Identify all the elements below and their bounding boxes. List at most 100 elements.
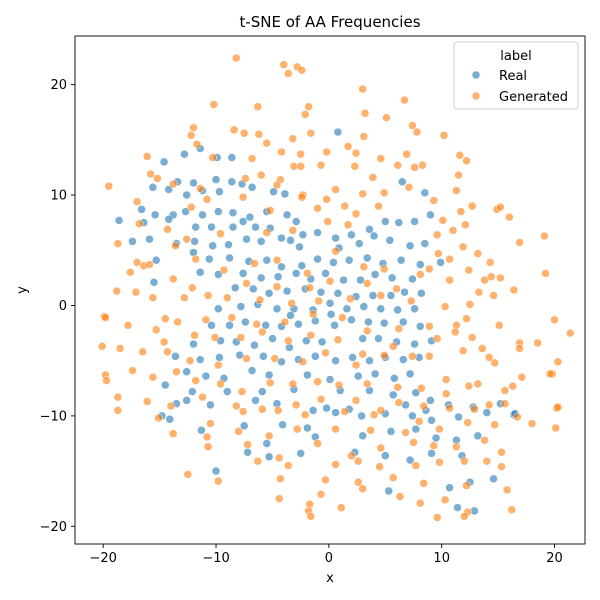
scatter-point-generated <box>411 461 421 470</box>
scatter-point-real <box>280 189 290 199</box>
scatter-point-generated <box>300 110 310 119</box>
scatter-point-generated <box>533 338 542 348</box>
scatter-point-real <box>364 317 373 327</box>
scatter-point-generated <box>256 170 266 180</box>
legend-label-real: Real <box>499 69 527 84</box>
scatter-point-generated <box>419 401 428 411</box>
scatter-point-generated <box>154 413 163 423</box>
scatter-point-generated <box>97 342 107 351</box>
scatter-point-real <box>322 403 331 413</box>
scatter-point-generated <box>333 335 343 344</box>
scatter-point-generated <box>258 327 267 337</box>
scatter-point-generated <box>497 462 506 471</box>
scatter-point-generated <box>252 319 261 329</box>
scatter-point-generated <box>388 342 398 351</box>
scatter-point-real <box>370 369 380 379</box>
scatter-point-real <box>400 287 409 297</box>
scatter-point-generated <box>392 284 401 294</box>
y-tick-label: 10 <box>50 189 67 204</box>
scatter-point-real <box>214 207 223 216</box>
scatter-point-generated <box>366 426 375 435</box>
scatter-point-generated <box>464 381 474 391</box>
scatter-point-real <box>417 289 426 298</box>
scatter-point-real <box>190 237 199 246</box>
scatter-point-real <box>198 210 207 220</box>
scatter-point-real <box>277 233 286 243</box>
scatter-point-generated <box>432 334 442 343</box>
scatter-point-generated <box>441 389 451 399</box>
scatter-point-generated <box>417 384 426 393</box>
scatter-point-generated <box>435 424 444 434</box>
scatter-point-generated <box>419 479 428 488</box>
scatter-point-generated <box>359 132 369 141</box>
scatter-point-generated <box>272 180 282 190</box>
scatter-point-generated <box>359 262 369 272</box>
scatter-point-generated <box>142 397 152 406</box>
scatter-point-generated <box>203 291 213 300</box>
scatter-point-generated <box>441 375 451 384</box>
scatter-point-generated <box>340 407 349 416</box>
scatter-point-real <box>262 439 272 448</box>
scatter-point-generated <box>379 350 389 360</box>
y-axis-label: y <box>15 286 30 294</box>
scatter-point-generated <box>496 202 505 212</box>
scatter-point-real <box>331 233 340 243</box>
scatter-point-generated <box>168 429 178 438</box>
scatter-point-generated <box>255 295 265 305</box>
scatter-point-real <box>420 239 430 248</box>
scatter-point-generated <box>551 423 560 433</box>
scatter-point-generated <box>473 379 483 389</box>
scatter-point-real <box>239 421 249 431</box>
scatter-point-real <box>264 370 274 380</box>
scatter-point-real <box>410 339 419 349</box>
scatter-point-real <box>411 388 421 397</box>
scatter-point-generated <box>462 156 471 166</box>
scatter-point-real <box>215 187 224 196</box>
scatter-point-generated <box>410 163 419 172</box>
scatter-point-real <box>243 448 252 457</box>
scatter-point-generated <box>358 84 367 94</box>
scatter-point-generated <box>470 405 479 414</box>
scatter-point-generated <box>353 456 363 466</box>
scatter-point-generated <box>237 387 247 396</box>
scatter-point-real <box>426 396 435 405</box>
scatter-point-generated <box>180 293 189 302</box>
scatter-point-generated <box>296 149 305 159</box>
scatter-point-generated <box>288 226 298 235</box>
scatter-point-real <box>114 216 124 225</box>
scatter-point-generated <box>253 102 263 111</box>
scatter-point-generated <box>126 268 135 277</box>
scatter-point-real <box>348 353 357 362</box>
scatter-point-generated <box>347 451 356 460</box>
scatter-point-generated <box>358 349 367 359</box>
scatter-point-generated <box>131 287 141 297</box>
scatter-point-generated <box>128 366 137 375</box>
scatter-point-real <box>278 420 287 429</box>
scatter-point-generated <box>463 418 472 427</box>
scatter-point-real <box>427 416 436 425</box>
scatter-point-real <box>236 302 246 311</box>
scatter-point-real <box>148 183 158 192</box>
scatter-point-real <box>331 408 340 417</box>
scatter-point-generated <box>402 149 411 159</box>
scatter-point-generated <box>313 377 322 386</box>
scatter-point-generated <box>123 321 133 330</box>
scatter-point-real <box>426 210 435 220</box>
scatter-point-generated <box>409 438 418 447</box>
scatter-point-generated <box>163 225 172 234</box>
scatter-point-generated <box>362 379 372 389</box>
scatter-point-generated <box>478 344 487 353</box>
scatter-point-real <box>379 318 389 328</box>
scatter-point-real <box>235 350 244 360</box>
scatter-point-real <box>357 411 366 421</box>
scatter-point-real <box>149 278 159 287</box>
scatter-point-generated <box>272 255 282 265</box>
scatter-point-real <box>329 258 338 267</box>
scatter-point-real <box>411 424 421 434</box>
scatter-point-generated <box>393 382 402 392</box>
scatter-point-generated <box>297 65 307 75</box>
scatter-point-generated <box>186 131 196 140</box>
scatter-point-generated <box>151 325 161 335</box>
scatter-point-real <box>427 449 436 458</box>
scatter-point-generated <box>303 269 312 278</box>
